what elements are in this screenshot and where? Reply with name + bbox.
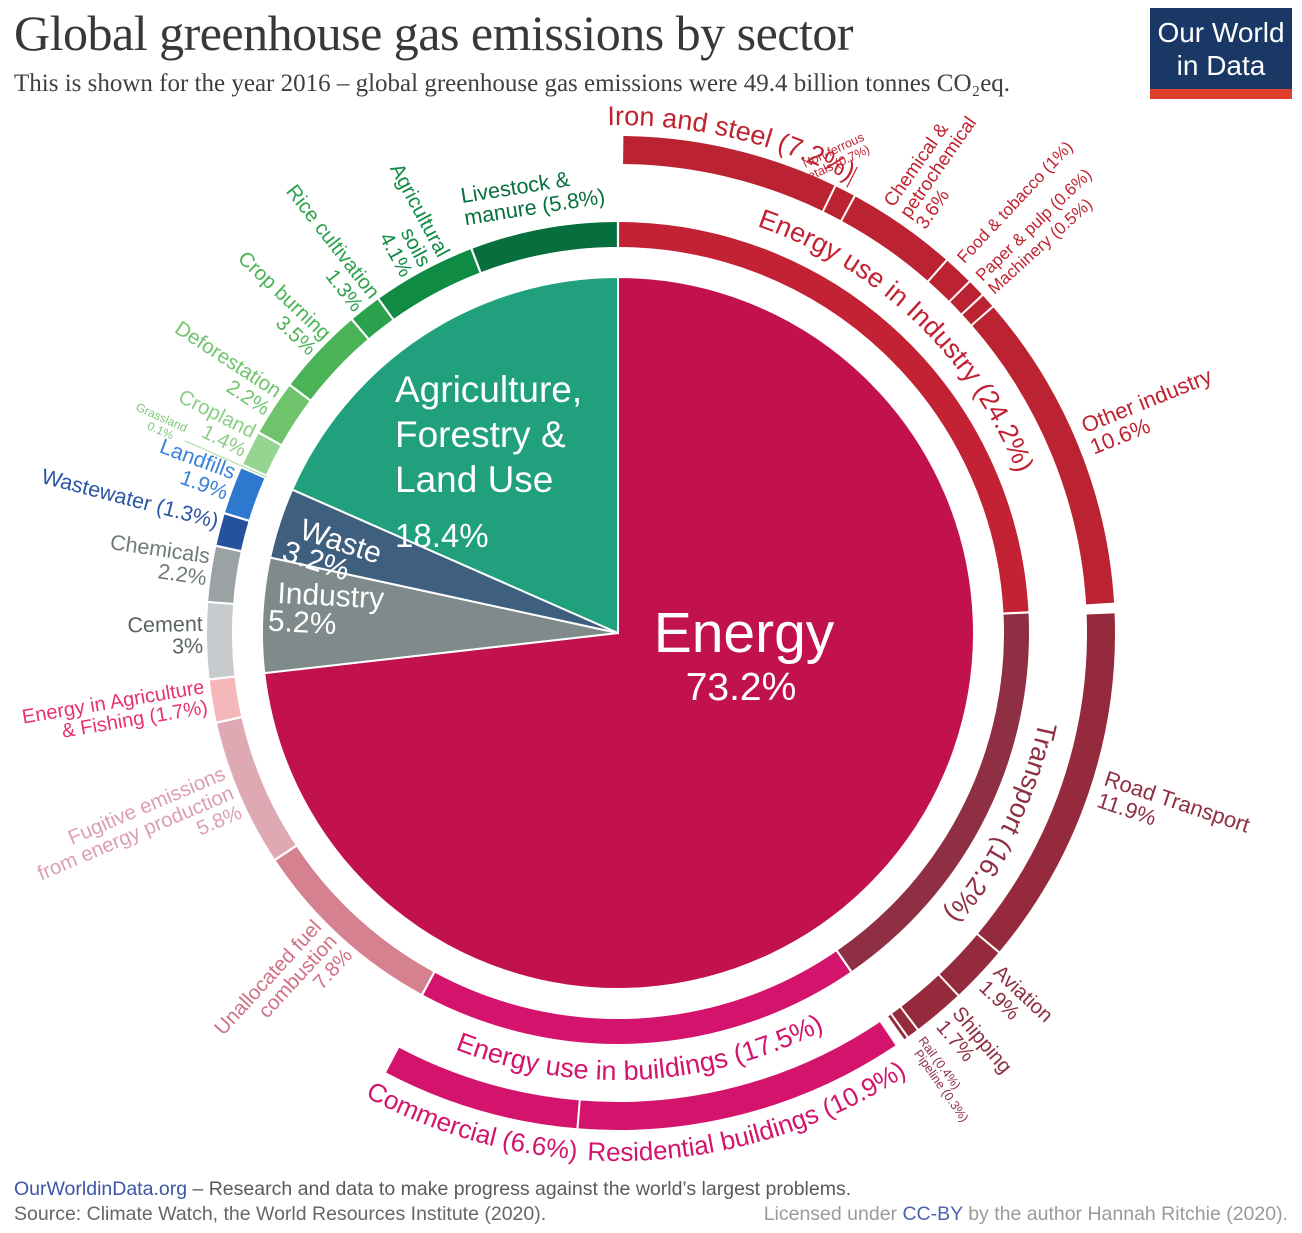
label-road-transport: Road Transport11.9%	[1094, 766, 1253, 860]
label-chemical-petrochemical: Chemical &petrochemical3.6%	[880, 102, 997, 233]
arc-cement[interactable]	[207, 603, 235, 679]
arc-chemicals[interactable]	[208, 546, 241, 604]
owid-logo-line2: in Data	[1176, 50, 1266, 81]
leader-grassland	[184, 440, 268, 478]
label-energy-in-agriculture-fishing: Energy in Agriculture& Fishing (1.7%)	[20, 676, 209, 748]
arc-transport[interactable]	[837, 613, 1029, 971]
arc-wastewater[interactable]	[216, 514, 249, 551]
arc-crop-burning[interactable]	[290, 320, 368, 400]
leader-non-ferrous-metals	[846, 166, 858, 188]
footer-line1: OurWorldinData.org – Research and data t…	[14, 1177, 1288, 1202]
arc-energy-in-agriculture-fishing[interactable]	[209, 677, 242, 722]
footer-site-link[interactable]: OurWorldinData.org	[14, 1178, 188, 1200]
arc-road-transport[interactable]	[978, 613, 1115, 952]
label-industry: Industry5.2%	[267, 577, 385, 644]
arc-landfills[interactable]	[225, 468, 265, 520]
arc-unallocated-fuel-combustion[interactable]	[275, 846, 434, 994]
arc-chemical-petrochemical[interactable]	[842, 196, 946, 281]
label-unallocated-fuel-combustion: Unallocated fuelcombustion7.8%	[210, 916, 357, 1068]
label-energy: Energy	[654, 601, 835, 665]
label-cement: Cement3%	[127, 612, 203, 659]
label-crop-burning: Crop burning3.5%	[219, 247, 335, 360]
arc-energy-use-in-buildings[interactable]	[423, 951, 851, 1044]
arc-shipping[interactable]	[901, 975, 958, 1029]
label-agriculture-forestry-land-use: 18.4%	[395, 517, 489, 554]
arc-food-tobacco[interactable]	[928, 260, 969, 301]
arc-iron-and-steel[interactable]	[623, 136, 835, 211]
arc-agricultural-soils[interactable]	[379, 249, 480, 319]
footer-license: Licensed under CC-BY by the author Hanna…	[764, 1202, 1288, 1227]
footer-tagline: – Research and data to make progress aga…	[187, 1178, 852, 1200]
footer-license-prefix: Licensed under	[763, 1203, 903, 1225]
slice-energy[interactable]	[263, 275, 975, 990]
page-subtitle: This is shown for the year 2016 – global…	[14, 70, 1011, 97]
owid-logo-bar	[1150, 89, 1292, 99]
slice-agriculture-forestry-land-use[interactable]	[290, 275, 619, 635]
label-agriculture-forestry-land-use: Agriculture, Forestry & Land Use	[395, 369, 582, 500]
label-chemicals: Chemicals2.2%	[106, 530, 212, 590]
label-energy: 73.2%	[686, 666, 797, 709]
label-fugitive-emissions-from-energy-production: Fugitive emissionsfrom energy production…	[26, 762, 245, 904]
arc-energy-use-in-industry[interactable]	[619, 222, 1029, 613]
arc-machinery[interactable]	[962, 295, 993, 325]
arc-non-ferrous-metals[interactable]	[823, 186, 854, 221]
arc-rail[interactable]	[892, 1007, 917, 1037]
label-other-industry: Other industry10.6%	[1078, 363, 1224, 459]
arc-fugitive-emissions-from-energy-production[interactable]	[217, 718, 296, 859]
cc-by-link[interactable]: CC-BY	[902, 1203, 963, 1225]
arc-other-industry[interactable]	[972, 307, 1115, 605]
arc-paper-pulp[interactable]	[950, 282, 982, 314]
page-title: Global greenhouse gas emissions by secto…	[14, 5, 854, 61]
arc-aviation[interactable]	[939, 934, 999, 995]
arc-pipeline[interactable]	[888, 1014, 907, 1040]
label-livestock-manure: Livestock &manure (5.8%)	[459, 162, 607, 230]
footer-license-suffix: by the author Hannah Ritchie (2020).	[962, 1203, 1288, 1225]
arc-residential-buildings[interactable]	[578, 1022, 896, 1130]
footer: OurWorldinData.org – Research and data t…	[14, 1177, 1288, 1227]
owid-logo[interactable]: Our World in Data	[1150, 8, 1292, 99]
owid-logo-line1: Our World	[1157, 17, 1285, 48]
footer-source: Source: Climate Watch, the World Resourc…	[14, 1203, 547, 1225]
owid-logo-text: Our World in Data	[1150, 8, 1292, 89]
arc-livestock-manure[interactable]	[472, 222, 618, 273]
arc-deforestation[interactable]	[259, 386, 310, 445]
arc-rice-cultivation[interactable]	[352, 299, 393, 339]
arc-cropland[interactable]	[243, 433, 281, 475]
arc-commercial[interactable]	[386, 1047, 579, 1129]
